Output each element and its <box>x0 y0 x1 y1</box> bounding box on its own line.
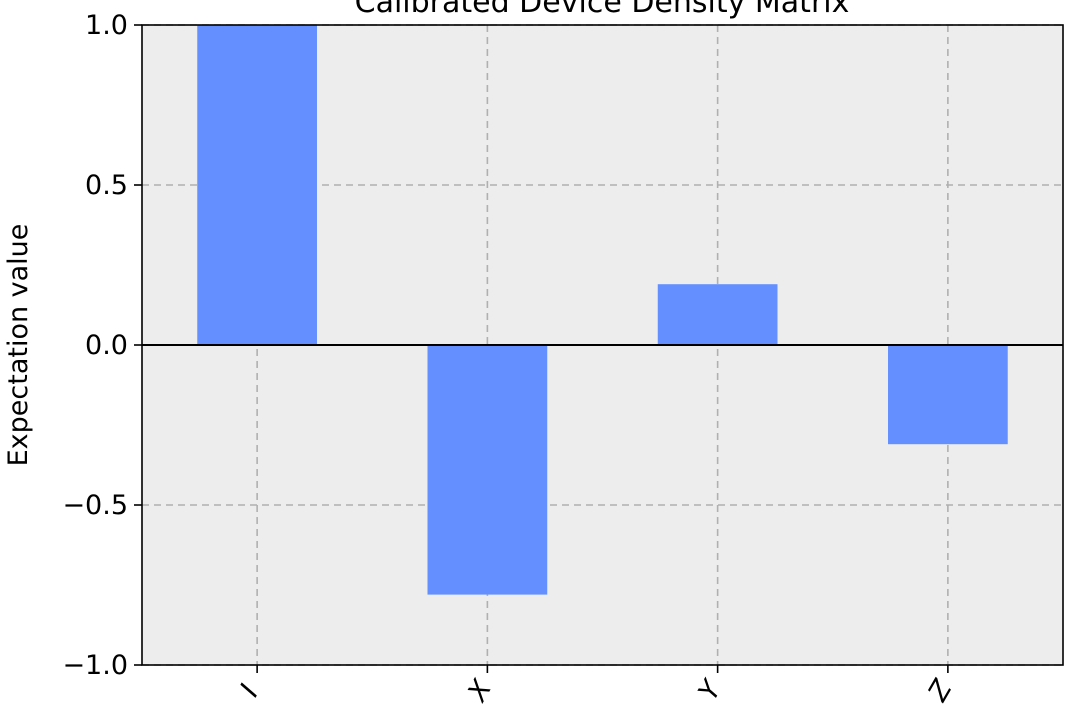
y-axis-label: Expectation value <box>3 224 34 467</box>
x-tick-label-Z: Z <box>922 675 959 708</box>
y-axis-ticks: −1.0 −0.5 0.0 0.5 1.0 <box>62 10 142 681</box>
y-tick-label-1: −0.5 <box>62 490 128 521</box>
bars <box>197 25 1008 595</box>
y-tick-label-4: 1.0 <box>85 10 128 41</box>
bar-X <box>427 345 548 595</box>
bar-I <box>197 25 317 345</box>
x-tick-label-X: X <box>461 675 498 709</box>
bar-Y <box>657 284 778 345</box>
x-tick-label-I: I <box>234 680 265 702</box>
y-tick-label-0: −1.0 <box>62 650 128 681</box>
bar-Z <box>888 345 1008 445</box>
y-tick-label-2: 0.0 <box>85 330 128 361</box>
chart-title: Calibrated Device Density Matrix <box>355 0 850 20</box>
y-tick-label-3: 0.5 <box>85 170 128 201</box>
x-tick-label-Y: Y <box>693 674 729 706</box>
